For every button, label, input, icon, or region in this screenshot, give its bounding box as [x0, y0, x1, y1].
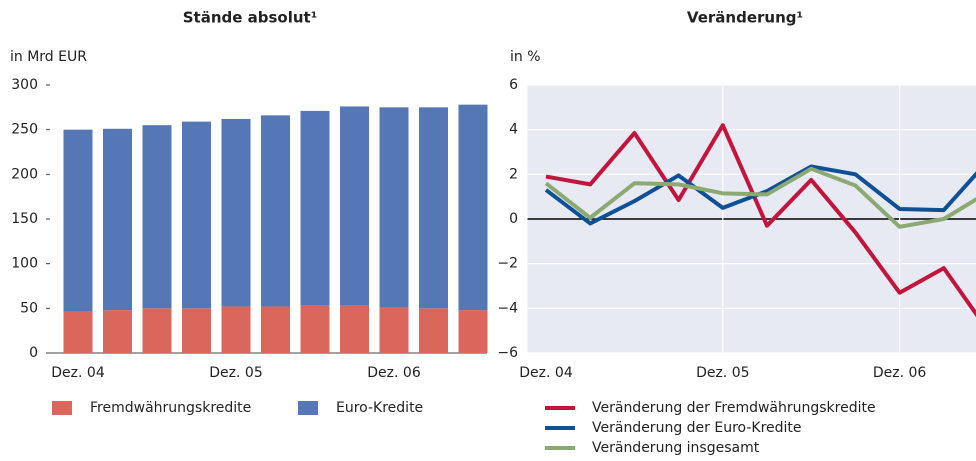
bar	[182, 308, 211, 353]
x-tick-label: Dez. 06	[367, 365, 421, 381]
bar	[458, 310, 488, 353]
x-tick-label: Dez. 04	[51, 365, 105, 381]
bar	[300, 110, 330, 306]
bar	[103, 310, 132, 353]
bar	[419, 107, 448, 309]
bar	[221, 118, 251, 307]
y-tick-label: 150	[11, 211, 38, 227]
legend-label: Fremdwährungskredite	[90, 400, 251, 416]
bar	[103, 128, 132, 311]
bar	[221, 306, 251, 353]
y-axis-label: in %	[510, 49, 541, 65]
chart-title: Veränderung¹	[687, 9, 803, 27]
bar	[63, 311, 93, 353]
y-tick-label: 0	[29, 345, 38, 361]
bar	[379, 307, 409, 353]
legend-swatch	[52, 401, 72, 415]
y-tick-label: 300	[11, 77, 38, 93]
bar	[340, 106, 369, 306]
y-tick-label: 4	[509, 122, 518, 138]
legend-label: Euro-Kredite	[336, 400, 423, 416]
legend-label: Veränderung der Euro-Kredite	[592, 420, 802, 436]
x-tick-label: Dez. 05	[696, 365, 749, 381]
y-tick-label: 0	[509, 211, 518, 227]
x-tick-label: Dez. 06	[873, 365, 927, 381]
bar	[261, 306, 290, 353]
y-tick-label: −2	[497, 256, 518, 272]
plot	[526, 84, 976, 354]
y-tick-label: −4	[497, 300, 518, 316]
chart-title: Stände absolut¹	[183, 9, 318, 27]
y-tick-label: 250	[11, 122, 38, 138]
bar	[142, 308, 172, 353]
bar	[63, 129, 93, 312]
bar	[458, 104, 488, 311]
line	[544, 166, 976, 229]
x-tick-label: Dez. 04	[519, 365, 573, 381]
line	[544, 164, 976, 226]
y-tick-label: −6	[497, 345, 518, 361]
legend-swatch	[298, 401, 318, 415]
y-tick-label: 200	[11, 166, 38, 182]
bar	[300, 305, 330, 353]
y-axis-label: in Mrd EUR	[10, 49, 87, 65]
y-tick-label: 50	[20, 300, 38, 316]
y-tick-label: 6	[509, 77, 518, 93]
bar	[261, 115, 290, 307]
bar	[182, 121, 211, 309]
line	[545, 123, 976, 318]
bar	[379, 107, 409, 308]
bar	[419, 308, 448, 353]
y-tick-label: 2	[509, 166, 518, 182]
y-tick-label: 100	[11, 256, 38, 272]
bar	[340, 305, 369, 353]
x-tick-label: Dez. 05	[209, 365, 262, 381]
bar	[142, 125, 172, 309]
legend-label: Veränderung der Fremdwährungskredite	[592, 400, 876, 416]
legend-label: Veränderung insgesamt	[592, 440, 760, 456]
